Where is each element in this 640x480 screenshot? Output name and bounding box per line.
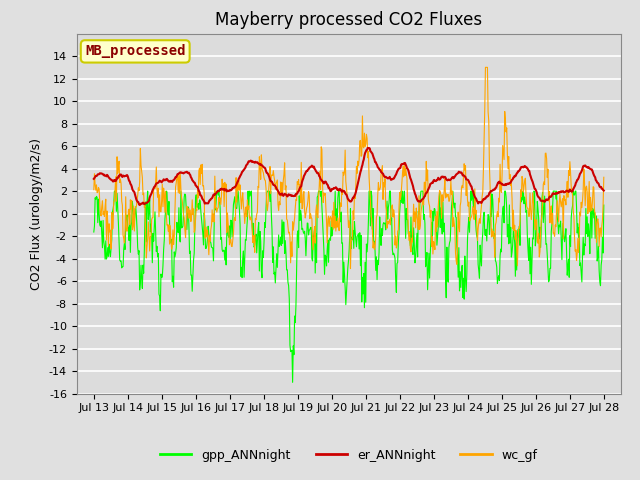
Text: MB_processed: MB_processed <box>85 44 186 59</box>
Legend: gpp_ANNnight, er_ANNnight, wc_gf: gpp_ANNnight, er_ANNnight, wc_gf <box>155 444 543 467</box>
Title: Mayberry processed CO2 Fluxes: Mayberry processed CO2 Fluxes <box>215 11 483 29</box>
Y-axis label: CO2 Flux (urology/m2/s): CO2 Flux (urology/m2/s) <box>30 138 44 289</box>
